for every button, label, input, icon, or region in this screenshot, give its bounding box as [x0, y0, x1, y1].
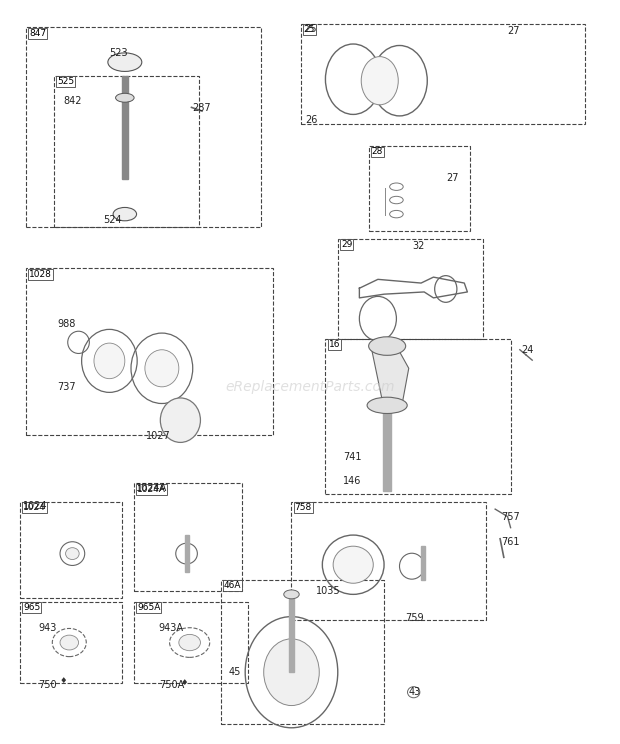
Text: 965A: 965A	[137, 603, 161, 612]
Bar	[421, 546, 425, 580]
Text: 45: 45	[229, 667, 241, 677]
Text: 29: 29	[341, 240, 352, 249]
Circle shape	[264, 639, 319, 705]
Ellipse shape	[333, 546, 373, 583]
Ellipse shape	[113, 208, 136, 221]
Bar	[26, 269, 273, 435]
Text: 759: 759	[405, 613, 424, 623]
Bar	[134, 483, 242, 591]
Text: 16: 16	[329, 340, 340, 349]
Bar	[383, 405, 391, 490]
Text: 32: 32	[412, 241, 424, 251]
Text: 287: 287	[193, 103, 211, 113]
Text: 26: 26	[305, 115, 317, 125]
Ellipse shape	[369, 337, 405, 356]
Text: 1027: 1027	[146, 432, 171, 441]
Text: 523: 523	[109, 48, 128, 58]
Bar	[26, 28, 260, 228]
Text: 1035: 1035	[316, 586, 341, 596]
Text: 741: 741	[343, 452, 361, 462]
Ellipse shape	[179, 635, 200, 651]
Text: 758: 758	[294, 503, 312, 512]
Bar	[338, 239, 483, 339]
Bar	[326, 339, 511, 494]
Polygon shape	[372, 346, 409, 409]
Text: 1028: 1028	[29, 270, 52, 279]
Ellipse shape	[145, 350, 179, 387]
Text: 842: 842	[63, 97, 82, 106]
Text: 25: 25	[304, 25, 315, 34]
Text: 943A: 943A	[159, 623, 184, 632]
Ellipse shape	[361, 57, 398, 105]
Text: 1024A: 1024A	[136, 484, 167, 493]
Text: 46A: 46A	[224, 581, 241, 590]
Bar	[291, 501, 486, 620]
Text: 525: 525	[57, 77, 74, 86]
Text: 1024A: 1024A	[137, 484, 166, 494]
Bar	[289, 598, 294, 672]
Text: 146: 146	[343, 476, 361, 486]
Text: 847: 847	[29, 29, 46, 38]
Bar	[221, 580, 384, 724]
Text: 750A: 750A	[159, 680, 184, 690]
Text: 965: 965	[23, 603, 40, 612]
Text: 27: 27	[446, 173, 458, 183]
Ellipse shape	[115, 93, 134, 102]
Bar	[134, 602, 248, 683]
Text: 750: 750	[38, 680, 57, 690]
Text: 27: 27	[508, 26, 520, 36]
Ellipse shape	[367, 397, 407, 414]
Text: 761: 761	[502, 537, 520, 548]
Text: 25: 25	[304, 24, 316, 33]
Text: 943: 943	[38, 623, 57, 632]
Ellipse shape	[94, 343, 125, 379]
Text: 1024: 1024	[23, 503, 46, 512]
Text: 988: 988	[57, 319, 75, 329]
Bar	[369, 146, 471, 231]
Bar	[122, 75, 128, 179]
Bar	[301, 24, 585, 124]
Text: ♦: ♦	[60, 676, 68, 684]
Text: ♦: ♦	[180, 678, 188, 687]
Bar	[20, 501, 122, 598]
Text: 24: 24	[521, 344, 534, 355]
Text: 28: 28	[372, 147, 383, 156]
Ellipse shape	[284, 590, 299, 599]
Bar	[54, 75, 199, 228]
Ellipse shape	[60, 635, 79, 650]
Text: 1024: 1024	[23, 501, 48, 511]
Ellipse shape	[66, 548, 79, 559]
Bar	[185, 535, 189, 572]
Text: eReplacementParts.com: eReplacementParts.com	[225, 380, 395, 394]
Text: 43: 43	[409, 687, 421, 697]
Ellipse shape	[161, 398, 200, 443]
Bar	[20, 602, 122, 683]
Text: 737: 737	[57, 382, 76, 392]
Text: 524: 524	[104, 215, 122, 225]
Text: 757: 757	[502, 512, 520, 522]
Ellipse shape	[108, 53, 142, 71]
